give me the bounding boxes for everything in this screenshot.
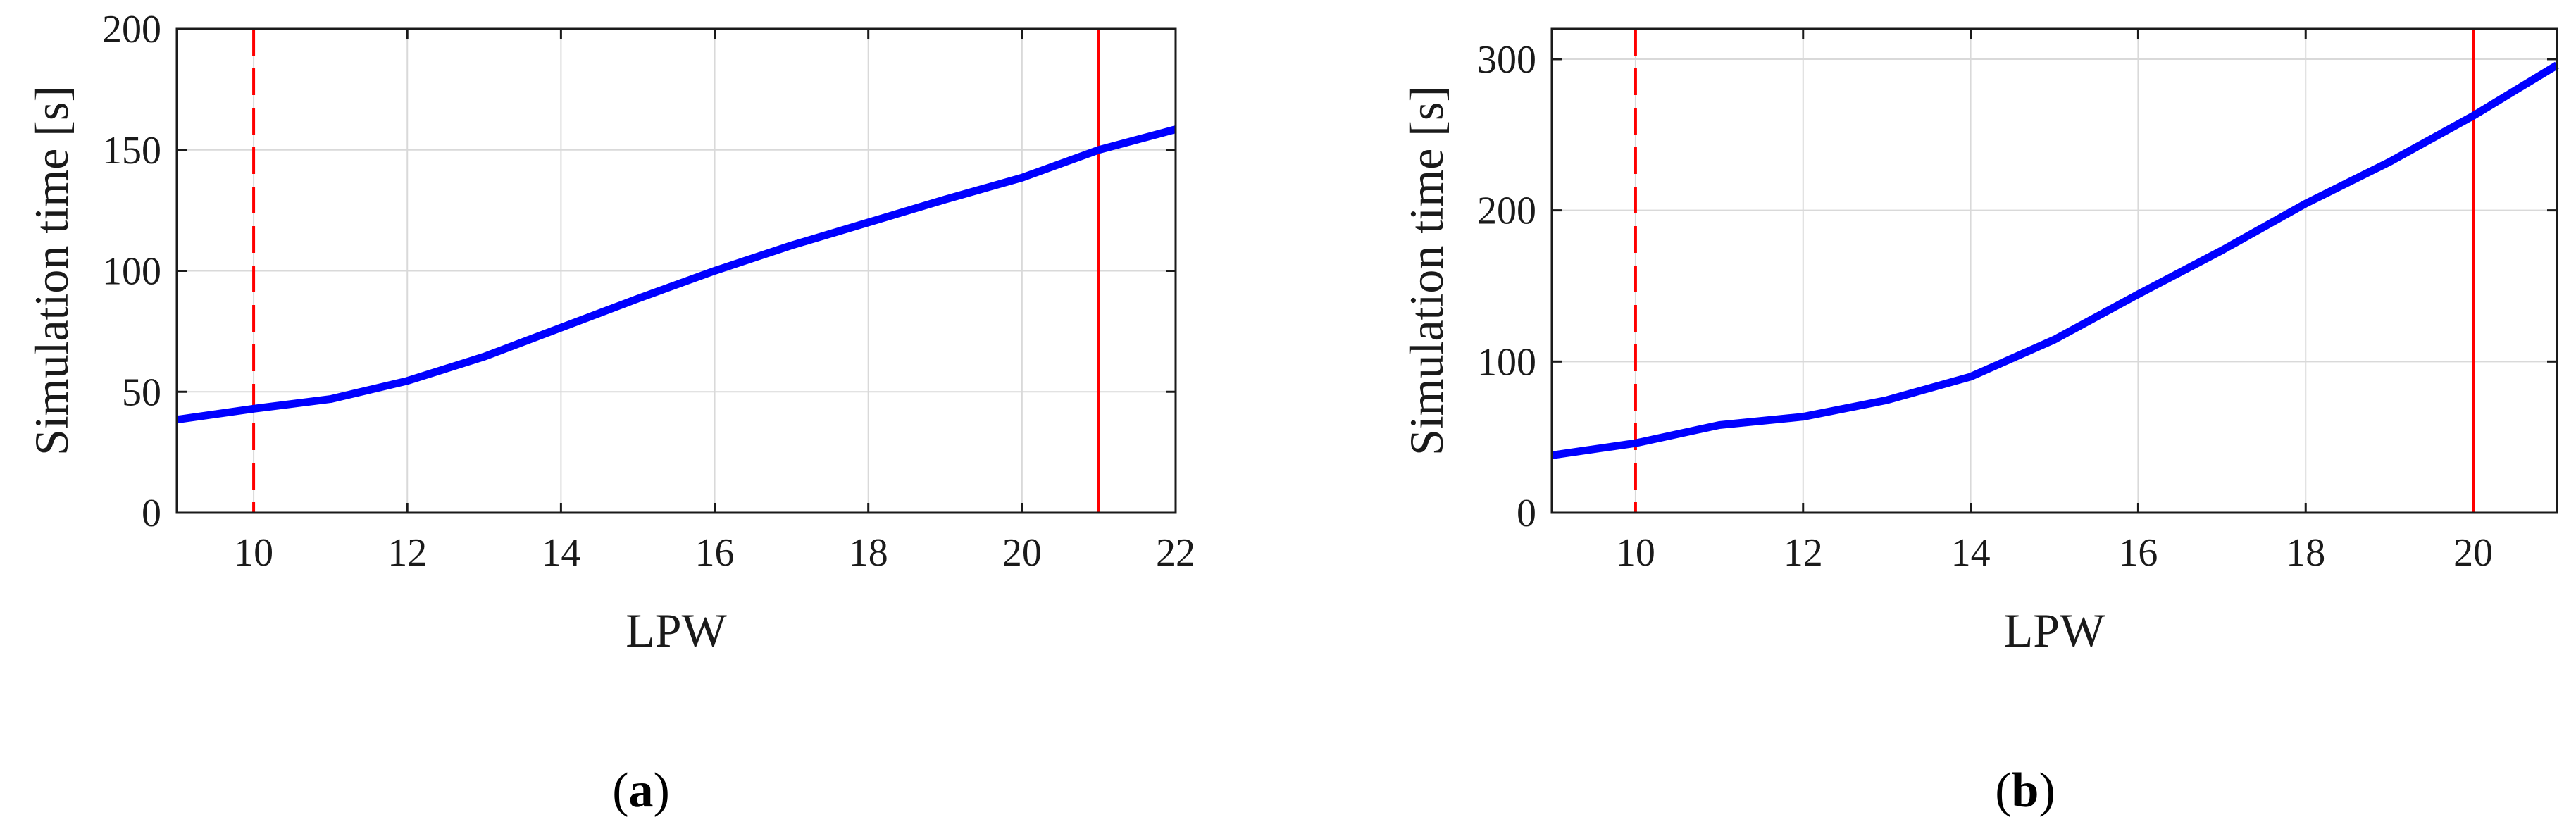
x-tick-label: 16 (695, 531, 735, 575)
y-tick-label: 200 (1477, 189, 1536, 233)
x-tick-label: 20 (1002, 531, 1042, 575)
y-tick-label: 0 (142, 492, 161, 535)
panel-label: (a) (612, 763, 670, 818)
y-tick-label: 300 (1477, 38, 1536, 82)
y-axis-label: Simulation time [s] (1400, 86, 1453, 456)
y-axis-label: Simulation time [s] (25, 86, 78, 456)
x-tick-label: 22 (1156, 531, 1195, 575)
x-tick-label: 16 (2118, 531, 2158, 575)
panel-label: (b) (1995, 763, 2055, 818)
series-line (1551, 61, 2559, 459)
y-tick-label: 150 (102, 129, 161, 173)
x-tick-label: 12 (387, 531, 427, 575)
x-tick-label: 10 (234, 531, 273, 575)
plot-area-frame (1550, 27, 2558, 514)
y-tick-label: 50 (122, 370, 161, 414)
x-axis-label: LPW (2004, 604, 2105, 657)
y-tick-label: 100 (102, 250, 161, 294)
x-tick-label: 12 (1784, 531, 1823, 575)
series-line (176, 125, 1177, 424)
y-tick-label: 100 (1477, 340, 1536, 384)
chart-panel-a: 10 12 14 16 18 20 22 0 50 100 150 200 LPW Simulation … (25, 8, 1195, 818)
y-tick-label: 0 (1517, 492, 1536, 535)
x-tick-label: 18 (2286, 531, 2325, 575)
y-tick-label: 200 (102, 8, 161, 51)
x-tick-label: 14 (541, 531, 580, 575)
x-tick-label: 18 (849, 531, 888, 575)
x-tick-label: 10 (1616, 531, 1655, 575)
plot-area-frame (175, 27, 1177, 514)
x-tick-label: 14 (1951, 531, 1991, 575)
x-axis-label: LPW (626, 604, 727, 657)
x-tick-label: 20 (2453, 531, 2493, 575)
